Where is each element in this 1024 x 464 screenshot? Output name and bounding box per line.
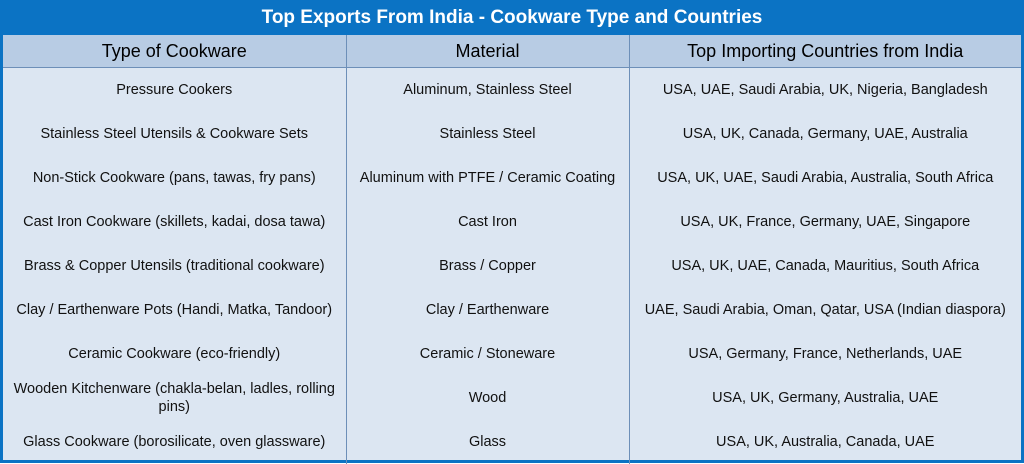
cell-countries: USA, Germany, France, Netherlands, UAE: [688, 346, 963, 362]
cell-material: Glass: [346, 420, 630, 464]
table-row: Pressure Cookers Aluminum, Stainless Ste…: [3, 67, 1021, 112]
table-row: Clay / Earthenware Pots (Handi, Matka, T…: [3, 288, 1021, 332]
cell-material: Stainless Steel: [346, 112, 630, 156]
cell-countries: USA, UK, Canada, Germany, UAE, Australia: [682, 126, 968, 142]
cell-countries: USA, UK, Australia, Canada, UAE: [716, 434, 935, 450]
header-row: Type of Cookware Material Top Importing …: [3, 35, 1021, 68]
table-row: Ceramic Cookware (eco-friendly) Ceramic …: [3, 332, 1021, 376]
cell-countries: USA, UK, France, Germany, UAE, Singapore: [680, 214, 971, 230]
cell-cookware-type: Wooden Kitchenware (chakla-belan, ladles…: [3, 376, 347, 420]
cell-countries: USA, UK, UAE, Saudi Arabia, Australia, S…: [657, 170, 994, 186]
cell-countries: USA, UK, UAE, Canada, Mauritius, South A…: [671, 258, 980, 274]
header-type-of-cookware: Type of Cookware: [3, 35, 347, 68]
cell-countries: UAE, Saudi Arabia, Oman, Qatar, USA (Ind…: [644, 302, 1006, 318]
table-row: Cast Iron Cookware (skillets, kadai, dos…: [3, 200, 1021, 244]
cell-material: Ceramic / Stoneware: [346, 332, 630, 376]
cell-cookware-type: Ceramic Cookware (eco-friendly): [3, 332, 347, 376]
cell-material: Clay / Earthenware: [346, 288, 630, 332]
header-top-importing-countries: Top Importing Countries from India: [629, 35, 1021, 68]
cell-material: Wood: [346, 376, 630, 420]
table-title: Top Exports From India - Cookware Type a…: [3, 3, 1021, 35]
cell-countries: USA, UAE, Saudi Arabia, UK, Nigeria, Ban…: [662, 82, 988, 98]
cookware-table: Type of Cookware Material Top Importing …: [3, 35, 1021, 464]
cell-cookware-type: Stainless Steel Utensils & Cookware Sets: [3, 112, 347, 156]
cell-cookware-type: Brass & Copper Utensils (traditional coo…: [3, 244, 347, 288]
cell-cookware-type: Pressure Cookers: [3, 67, 347, 112]
cell-material: Aluminum with PTFE / Ceramic Coating: [346, 156, 630, 200]
table-row: Stainless Steel Utensils & Cookware Sets…: [3, 112, 1021, 156]
cell-cookware-type: Glass Cookware (borosilicate, oven glass…: [3, 420, 347, 464]
header-material: Material: [346, 35, 630, 68]
cell-cookware-type: Non-Stick Cookware (pans, tawas, fry pan…: [3, 156, 347, 200]
cell-material: Aluminum, Stainless Steel: [346, 67, 630, 112]
table-row: Brass & Copper Utensils (traditional coo…: [3, 244, 1021, 288]
cell-material: Cast Iron: [346, 200, 630, 244]
cell-countries: USA, UK, Germany, Australia, UAE: [712, 390, 939, 406]
cell-cookware-type: Cast Iron Cookware (skillets, kadai, dos…: [3, 200, 347, 244]
cell-cookware-type: Clay / Earthenware Pots (Handi, Matka, T…: [3, 288, 347, 332]
table-row: Glass Cookware (borosilicate, oven glass…: [3, 420, 1021, 464]
table-row: Wooden Kitchenware (chakla-belan, ladles…: [3, 376, 1021, 420]
table-row: Non-Stick Cookware (pans, tawas, fry pan…: [3, 156, 1021, 200]
cell-material: Brass / Copper: [346, 244, 630, 288]
